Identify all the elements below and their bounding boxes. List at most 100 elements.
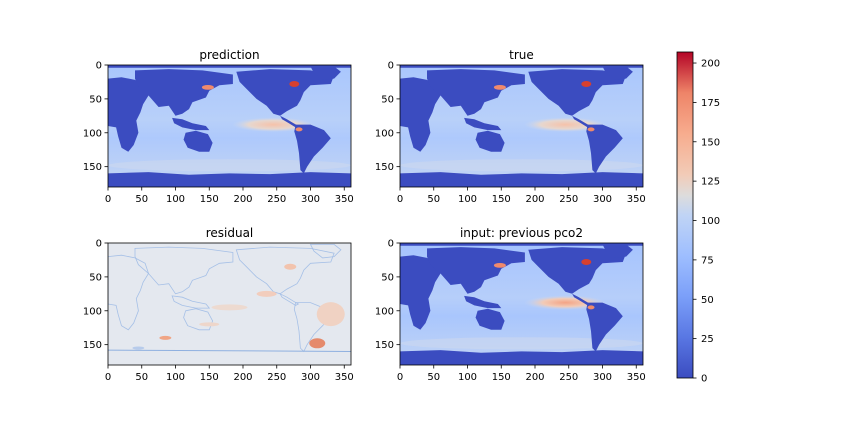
hotspot-east-pacific [587, 127, 595, 132]
residual-patch [199, 322, 220, 327]
y-tick-label: 0 [96, 61, 102, 72]
southern-ocean-band [400, 159, 643, 172]
axes-true: 0 50 100 150 200 250 300 350 0 50 100 150 [375, 61, 646, 206]
colorbar-tick-label: 25 [701, 334, 714, 345]
land-mask [236, 69, 335, 116]
land-mask [310, 66, 341, 80]
axes-input: 0 50 100 150 200 250 300 350 0 50 100 150 [375, 239, 646, 384]
x-tick-label: 350 [627, 194, 646, 205]
x-tick-label: 300 [593, 372, 612, 383]
land-mask [602, 244, 633, 258]
equatorial-warm-region [524, 117, 607, 132]
x-tick-label: 100 [458, 372, 477, 383]
x-tick-label: 50 [427, 372, 440, 383]
x-tick-label: 200 [233, 372, 252, 383]
land-mask [108, 172, 351, 187]
residual-patch [309, 338, 326, 349]
residual-coastline [134, 246, 234, 295]
x-tick-label: 100 [458, 194, 477, 205]
heatmap-image-input [400, 243, 643, 365]
hotspot-west-pacific [201, 84, 214, 90]
hotspot-west-pacific [493, 262, 506, 268]
land-mask [183, 130, 213, 152]
y-tick-label: 50 [89, 94, 102, 105]
y-tick-label: 50 [381, 94, 394, 105]
y-tick-label: 100 [83, 306, 102, 317]
equatorial-warm-region [232, 117, 315, 132]
x-tick-label: 300 [301, 372, 320, 383]
colorbar-tick-label: 125 [701, 177, 720, 188]
hotspot-north-atlantic [289, 80, 300, 87]
land-mask [400, 65, 643, 68]
residual-patch [316, 302, 345, 327]
land-mask [572, 115, 591, 128]
panel-title-residual: residual [206, 226, 254, 240]
x-tick-label: 150 [492, 372, 511, 383]
residual-coastline [279, 292, 300, 306]
heatmap-image-prediction [108, 65, 351, 187]
axes-frame [107, 242, 352, 366]
land-mask [400, 172, 643, 187]
land-mask [602, 66, 633, 80]
hotspot-north-atlantic [581, 80, 592, 87]
land-mask [528, 247, 627, 294]
colorbar-tick-label: 175 [701, 98, 720, 109]
x-tick-label: 200 [525, 194, 544, 205]
x-tick-label: 100 [166, 372, 185, 383]
x-tick-label: 0 [397, 372, 403, 383]
x-tick-label: 250 [559, 372, 578, 383]
colorbar-tick-label: 100 [701, 216, 720, 227]
y-tick-label: 150 [83, 162, 102, 173]
hotspot-east-pacific [295, 127, 303, 132]
land-mask [280, 115, 299, 128]
land-mask [464, 117, 502, 131]
x-tick-label: 350 [335, 194, 354, 205]
hotspot-east-pacific [587, 305, 595, 310]
land-mask [586, 124, 623, 174]
colorbar-tick-label: 50 [701, 295, 714, 306]
x-tick-label: 150 [492, 194, 511, 205]
y-tick-label: 150 [375, 162, 394, 173]
colorbar-ticks: 0 25 50 75 100 125 150 175 200 [693, 59, 720, 385]
residual-patch [159, 335, 172, 340]
hotspot-north-atlantic [581, 258, 592, 265]
axes-frame [399, 64, 644, 188]
residual-coastline [171, 295, 211, 309]
residual-patch [211, 304, 248, 311]
x-tick-label: 50 [427, 194, 440, 205]
southern-ocean-band [108, 159, 351, 172]
residual-coastline [183, 308, 214, 331]
y-tick-label: 0 [388, 239, 394, 250]
hotspot-west-pacific [493, 84, 506, 90]
y-tick-label: 0 [388, 61, 394, 72]
panel-title-prediction: prediction [199, 48, 259, 62]
residual-patch [256, 290, 277, 297]
land-mask [528, 69, 627, 116]
x-tick-label: 250 [267, 372, 286, 383]
residual-coastline [309, 243, 342, 259]
residual-patch [132, 346, 145, 350]
y-tick-label: 150 [83, 340, 102, 351]
land-mask [586, 302, 623, 352]
y-tick-label: 100 [83, 128, 102, 139]
land-mask [475, 130, 505, 152]
land-mask [427, 247, 525, 294]
southern-ocean-band [400, 337, 643, 350]
x-tick-label: 0 [105, 372, 111, 383]
y-tick-label: 50 [89, 272, 102, 283]
panel-title-true: true [509, 48, 534, 62]
land-mask [400, 255, 441, 330]
axes-frame [107, 64, 352, 188]
axes-frame [399, 242, 644, 366]
land-mask [464, 295, 502, 309]
heatmap-image-residual [108, 243, 351, 365]
y-tick-label: 50 [381, 272, 394, 283]
land-mask [108, 65, 351, 68]
axes-residual: 0 50 100 150 200 250 300 350 0 50 100 150 [83, 239, 354, 384]
land-mask [400, 350, 643, 365]
x-tick-label: 50 [135, 194, 148, 205]
x-tick-label: 100 [166, 194, 185, 205]
x-tick-label: 0 [397, 194, 403, 205]
land-mask [572, 293, 591, 306]
